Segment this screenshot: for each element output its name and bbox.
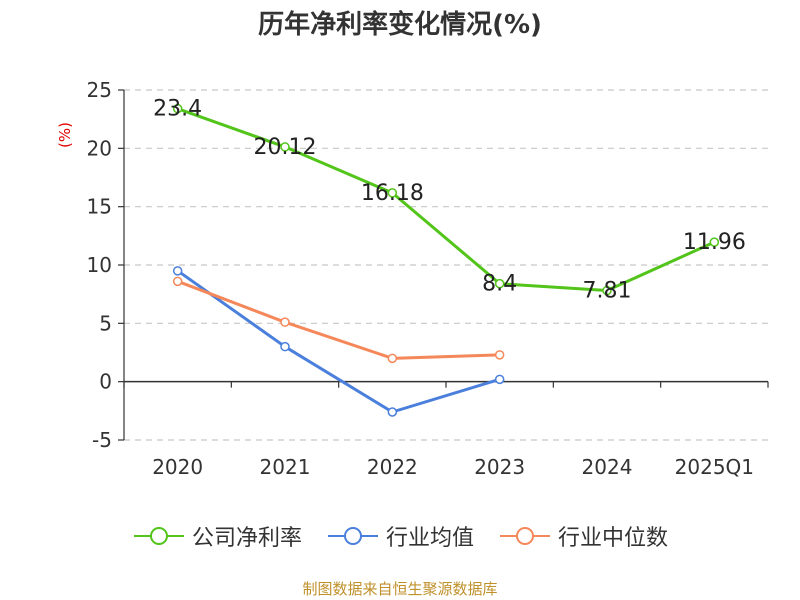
data-point (280, 341, 290, 352)
legend-label-industry-median: 行业中位数 (558, 526, 669, 551)
legend-item-industry-median[interactable]: 行业中位数 (498, 520, 668, 552)
y-tick-label: -5 (92, 428, 112, 452)
legend-swatch-industry-mean (327, 527, 378, 545)
legend-label-company: 公司净利率 (191, 526, 302, 551)
legend: 公司净利率 行业均值 行业中位数 (0, 520, 800, 552)
data-point (172, 266, 183, 276)
data-label: 16.18 (361, 181, 424, 206)
data-point (387, 353, 398, 364)
data-point (280, 142, 290, 152)
legend-item-company[interactable]: 公司净利率 (132, 520, 302, 552)
data-point (172, 103, 183, 114)
data-label: 20.12 (254, 135, 317, 160)
data-point (387, 407, 398, 417)
legend-swatch-industry-median (500, 527, 550, 545)
data-label: 23.4 (153, 97, 202, 122)
data-point (494, 374, 505, 385)
series-line (176, 269, 501, 414)
y-tick-label: 5 (99, 311, 112, 335)
x-tick-label: 2025Q1 (675, 455, 754, 479)
x-tick-label: 2022 (367, 455, 418, 479)
data-point (494, 278, 505, 289)
x-tick-label: 2023 (474, 455, 525, 479)
data-point (280, 317, 290, 327)
data-point (709, 237, 720, 247)
gridlines (124, 89, 768, 441)
series-line (177, 279, 500, 360)
data-label: 7.81 (583, 279, 632, 304)
chart-title: 历年净利率变化情况(%) (258, 10, 542, 40)
data-label: 8.4 (482, 272, 517, 297)
source-note: 制图数据来自恒生聚源数据库 (302, 580, 498, 598)
y-tick-label: 10 (87, 253, 112, 277)
data-label: 11.96 (683, 230, 746, 255)
y-tick-label: 0 (99, 370, 112, 394)
x-tick-label: 2024 (582, 455, 633, 479)
legend-label-industry-mean: 行业均值 (385, 526, 474, 551)
data-point (172, 276, 183, 287)
data-point (494, 350, 505, 360)
legend-swatch-company (133, 527, 184, 545)
x-tick-label: 2020 (152, 455, 203, 479)
y-tick-label: 25 (87, 78, 112, 102)
legend-item-industry-mean[interactable]: 行业均值 (326, 520, 474, 552)
data-point (387, 188, 398, 198)
series-lines (172, 103, 720, 417)
y-tick-label: 20 (87, 136, 112, 160)
x-tick-label: 2021 (260, 455, 311, 479)
y-tick-label: 15 (87, 195, 112, 219)
series-line (177, 107, 715, 293)
axes: -5 0 5 10 15 20 25 2020 2021 2022 2023 2024 2025Q1 (87, 78, 769, 479)
data-labels: 23.4 20.12 16.18 8.4 7.81 11.96 (153, 97, 746, 304)
data-point (602, 285, 612, 296)
